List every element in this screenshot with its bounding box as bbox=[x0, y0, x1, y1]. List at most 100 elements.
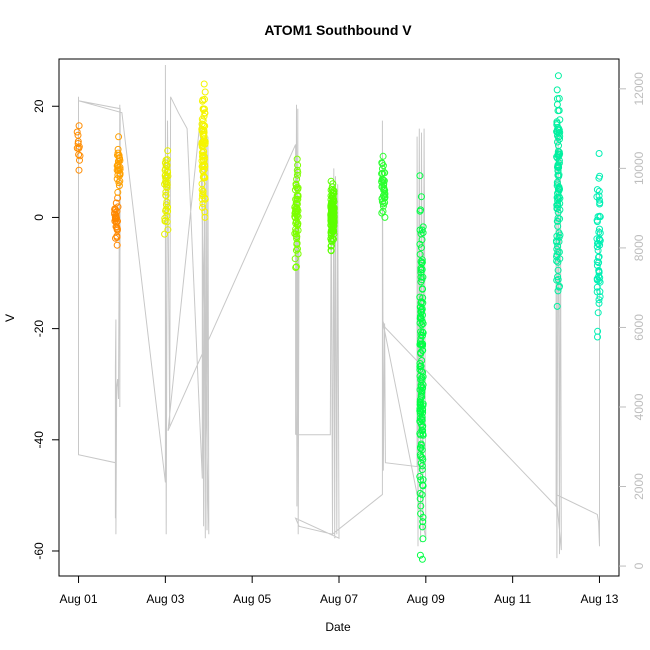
data-point bbox=[554, 161, 562, 169]
data-point bbox=[199, 132, 207, 140]
data-point bbox=[419, 285, 426, 293]
data-point bbox=[161, 230, 169, 238]
data-point bbox=[419, 456, 427, 463]
data-point bbox=[329, 189, 337, 196]
data-point bbox=[380, 169, 388, 177]
data-point bbox=[418, 382, 425, 390]
x-tick-label: Aug 07 bbox=[320, 592, 358, 606]
y2-tick-label: 2000 bbox=[632, 473, 646, 500]
data-point bbox=[595, 253, 602, 261]
data-point bbox=[201, 88, 209, 96]
y-tick-label: -20 bbox=[32, 320, 46, 338]
data-point bbox=[114, 167, 122, 175]
data-point bbox=[291, 209, 299, 217]
y2-tick-label: 4000 bbox=[632, 393, 646, 420]
data-point bbox=[417, 328, 425, 336]
data-point bbox=[161, 214, 169, 222]
data-point bbox=[416, 293, 424, 301]
data-point bbox=[596, 237, 604, 245]
data-point bbox=[291, 213, 299, 221]
data-point bbox=[596, 172, 604, 180]
data-point bbox=[328, 242, 335, 250]
data-point bbox=[596, 293, 604, 301]
data-point bbox=[199, 151, 207, 159]
data-point bbox=[199, 141, 207, 149]
data-point bbox=[554, 124, 562, 131]
data-point bbox=[111, 214, 119, 222]
data-point bbox=[378, 175, 386, 183]
data-point bbox=[293, 184, 301, 192]
data-point bbox=[554, 222, 562, 230]
data-point bbox=[292, 263, 300, 271]
data-point bbox=[419, 535, 427, 543]
data-point bbox=[418, 466, 426, 474]
data-point bbox=[199, 96, 207, 104]
data-point bbox=[162, 188, 170, 196]
data-point bbox=[201, 163, 209, 170]
data-point bbox=[553, 253, 561, 261]
x-tick-label: Aug 05 bbox=[233, 592, 271, 606]
data-point bbox=[595, 150, 603, 157]
data-point bbox=[116, 177, 124, 185]
data-point bbox=[416, 341, 424, 348]
data-point bbox=[419, 427, 427, 435]
data-point bbox=[596, 278, 604, 286]
data-point bbox=[416, 405, 424, 413]
data-point bbox=[417, 258, 425, 265]
x-tick-label: Aug 09 bbox=[407, 592, 445, 606]
data-point bbox=[553, 302, 561, 310]
data-point bbox=[116, 163, 124, 171]
data-point bbox=[418, 321, 426, 329]
data-point bbox=[327, 196, 335, 204]
data-point bbox=[200, 80, 208, 88]
data-point bbox=[596, 213, 604, 221]
data-point bbox=[292, 264, 300, 271]
data-point bbox=[553, 95, 561, 103]
data-point bbox=[595, 269, 603, 276]
data-point bbox=[418, 523, 426, 531]
y2-tick-label: 8000 bbox=[632, 234, 646, 261]
data-point bbox=[595, 228, 603, 236]
y-tick-label: 20 bbox=[32, 99, 46, 113]
data-point bbox=[553, 154, 561, 162]
data-point bbox=[418, 423, 426, 431]
data-point bbox=[294, 168, 302, 176]
data-point bbox=[555, 185, 563, 192]
data-point bbox=[199, 188, 207, 196]
data-point bbox=[328, 186, 336, 194]
data-point bbox=[417, 244, 425, 252]
data-point bbox=[293, 199, 301, 207]
data-point bbox=[595, 196, 603, 204]
x-tick-label: Aug 11 bbox=[494, 592, 531, 606]
data-point bbox=[112, 234, 119, 242]
data-point bbox=[553, 201, 561, 209]
data-point bbox=[596, 225, 603, 233]
data-point bbox=[555, 171, 563, 179]
data-point bbox=[554, 287, 562, 295]
data-point bbox=[378, 183, 386, 191]
data-point bbox=[327, 246, 335, 254]
data-point bbox=[595, 296, 603, 304]
data-point bbox=[419, 340, 427, 348]
data-point bbox=[554, 248, 562, 256]
y-tick-label: -40 bbox=[32, 431, 46, 449]
data-point bbox=[417, 264, 425, 272]
data-point bbox=[198, 180, 206, 188]
x-tick-label: Aug 01 bbox=[60, 592, 98, 606]
data-point bbox=[164, 172, 172, 180]
data-point bbox=[554, 72, 562, 80]
data-point bbox=[419, 373, 427, 381]
data-point bbox=[593, 235, 601, 243]
data-point bbox=[76, 152, 84, 160]
data-point bbox=[416, 303, 424, 311]
data-point bbox=[292, 225, 300, 233]
data-point bbox=[554, 266, 562, 274]
data-point bbox=[417, 331, 425, 339]
data-point bbox=[75, 166, 83, 174]
data-point bbox=[199, 200, 207, 208]
data-point bbox=[293, 240, 301, 248]
data-point bbox=[555, 164, 562, 172]
data-point bbox=[416, 410, 424, 418]
y2-axis: 0 2000 4000 6000 8000 10000 12000 bbox=[619, 72, 646, 569]
